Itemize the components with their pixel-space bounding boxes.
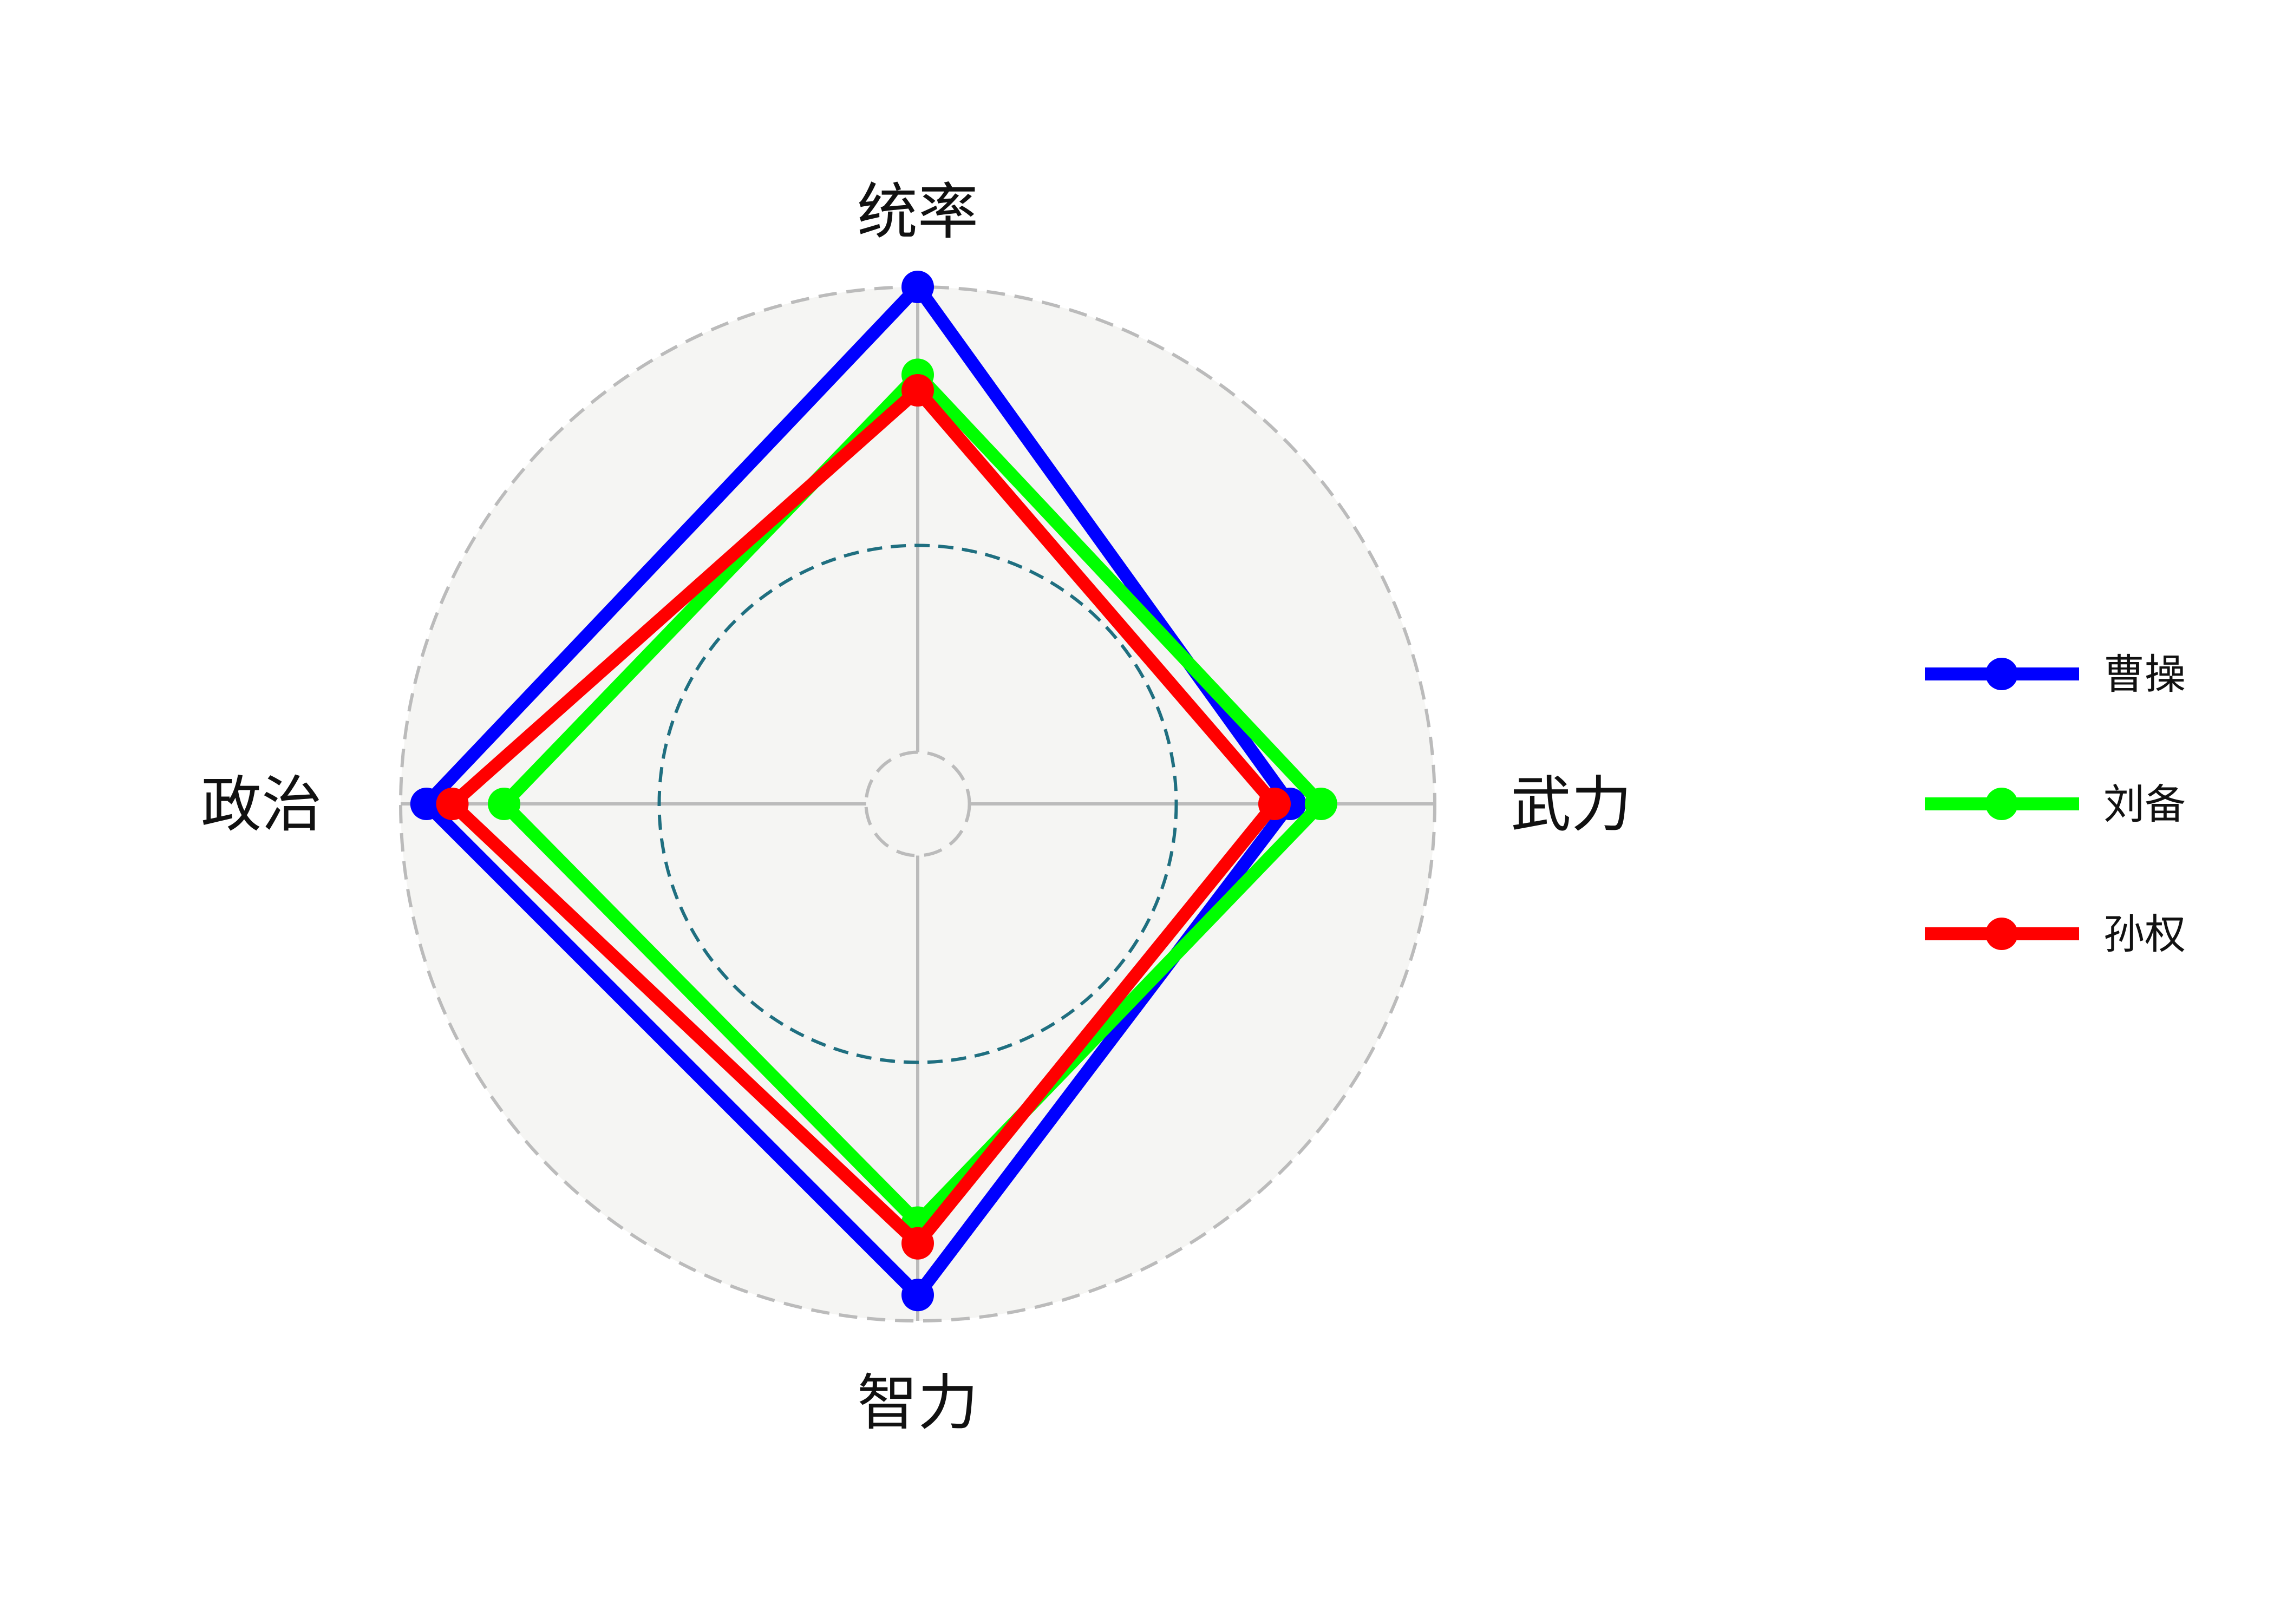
legend-marker-3 [1985,918,2018,950]
legend-label-2: 刘备 [2103,780,2186,828]
legend-marker-1 [1985,658,2018,690]
legend-marker-2 [1985,788,2018,820]
legend-label-1: 曹操 [2103,650,2186,698]
legend-label-3: 孙权 [2103,910,2186,958]
axis-label-4: 政治 [201,770,322,840]
series-2-point-4 [488,788,520,820]
series-3-point-2 [1258,788,1291,820]
series-3-point-3 [901,1227,934,1260]
series-layer [410,271,1337,1312]
axis-label-3: 智力 [857,1368,978,1438]
series-3-point-4 [436,788,469,820]
reference-circle [657,543,1178,1064]
inner-circle [864,750,971,857]
axis-label-1: 统率 [857,177,978,247]
plot-area [401,287,1435,1321]
series-1-point-1 [901,271,934,303]
series-1-point-4 [410,788,443,820]
series-1-point-3 [901,1279,934,1312]
plot-background [401,287,1435,1321]
axis-label-2: 武力 [1511,770,1632,840]
series-2-point-2 [1304,788,1337,820]
series-3-point-1 [901,374,934,407]
